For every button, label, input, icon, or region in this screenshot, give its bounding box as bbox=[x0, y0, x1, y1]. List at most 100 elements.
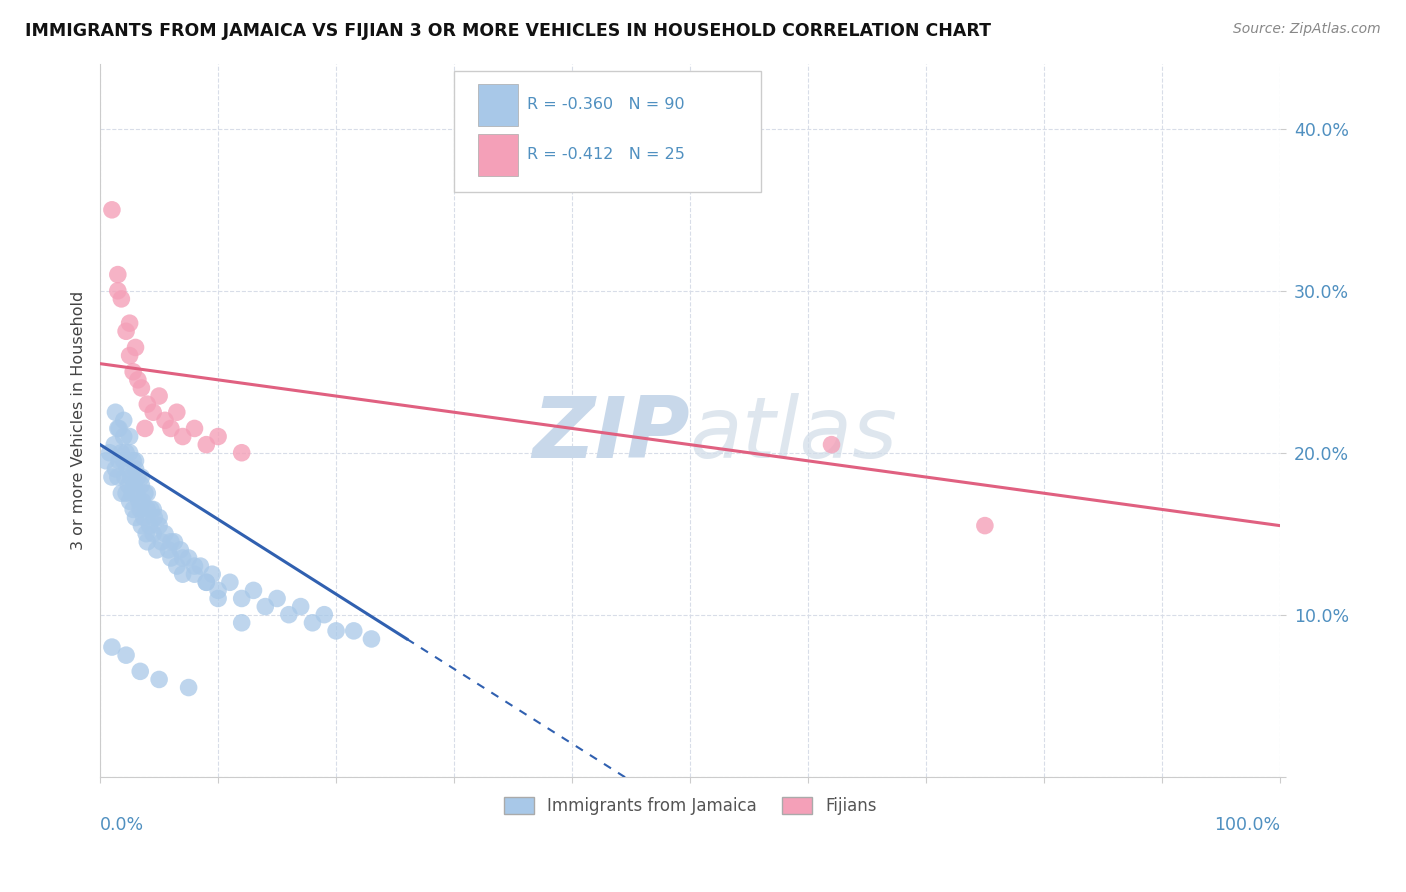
Point bbox=[207, 429, 229, 443]
Point bbox=[142, 405, 165, 419]
Point bbox=[117, 478, 139, 492]
Point bbox=[112, 413, 135, 427]
Text: 100.0%: 100.0% bbox=[1213, 816, 1279, 834]
Text: Source: ZipAtlas.com: Source: ZipAtlas.com bbox=[1233, 22, 1381, 37]
Point bbox=[142, 502, 165, 516]
Point bbox=[134, 421, 156, 435]
Point bbox=[183, 567, 205, 582]
Point bbox=[101, 470, 124, 484]
Point bbox=[177, 681, 200, 695]
Point bbox=[207, 583, 229, 598]
Point bbox=[128, 494, 150, 508]
Point bbox=[163, 534, 186, 549]
Point bbox=[108, 454, 131, 468]
Text: IMMIGRANTS FROM JAMAICA VS FIJIAN 3 OR MORE VEHICLES IN HOUSEHOLD CORRELATION CH: IMMIGRANTS FROM JAMAICA VS FIJIAN 3 OR M… bbox=[25, 22, 991, 40]
Point bbox=[183, 421, 205, 435]
Point bbox=[195, 575, 218, 590]
Point bbox=[104, 405, 127, 419]
Text: R = -0.360   N = 90: R = -0.360 N = 90 bbox=[527, 97, 685, 112]
Point bbox=[107, 470, 129, 484]
Point bbox=[114, 470, 136, 484]
Point bbox=[118, 494, 141, 508]
Point bbox=[125, 486, 148, 500]
Point bbox=[112, 454, 135, 468]
Point bbox=[195, 575, 218, 590]
Point bbox=[108, 421, 131, 435]
Point bbox=[136, 502, 159, 516]
Text: ZIP: ZIP bbox=[533, 393, 690, 476]
Point bbox=[190, 559, 212, 574]
Point bbox=[104, 462, 127, 476]
Point bbox=[360, 632, 382, 646]
Point bbox=[277, 607, 299, 622]
Point bbox=[290, 599, 312, 614]
Point bbox=[201, 567, 224, 582]
Point bbox=[153, 413, 176, 427]
Point bbox=[166, 405, 188, 419]
Point bbox=[122, 502, 145, 516]
Point bbox=[150, 534, 173, 549]
Point bbox=[127, 470, 149, 484]
FancyBboxPatch shape bbox=[454, 71, 761, 193]
Point bbox=[107, 268, 129, 282]
Point bbox=[122, 454, 145, 468]
Point bbox=[107, 421, 129, 435]
Point bbox=[98, 446, 121, 460]
Point bbox=[129, 502, 152, 516]
Point bbox=[107, 284, 129, 298]
Point bbox=[117, 462, 139, 476]
Point bbox=[131, 470, 153, 484]
Point bbox=[135, 526, 157, 541]
FancyBboxPatch shape bbox=[478, 84, 517, 126]
Point bbox=[148, 510, 170, 524]
Point bbox=[143, 510, 166, 524]
Point bbox=[231, 446, 253, 460]
Point bbox=[136, 397, 159, 411]
Point bbox=[160, 551, 183, 566]
Point bbox=[160, 421, 183, 435]
FancyBboxPatch shape bbox=[478, 134, 517, 176]
Point bbox=[110, 292, 132, 306]
Point bbox=[136, 486, 159, 500]
Point bbox=[169, 542, 191, 557]
Point bbox=[101, 202, 124, 217]
Point bbox=[153, 526, 176, 541]
Point bbox=[134, 486, 156, 500]
Point bbox=[242, 583, 264, 598]
Point bbox=[172, 567, 194, 582]
Point bbox=[266, 591, 288, 606]
Point bbox=[115, 648, 138, 662]
Point bbox=[110, 486, 132, 500]
Point bbox=[138, 518, 160, 533]
Point bbox=[124, 478, 146, 492]
Point bbox=[118, 349, 141, 363]
Point bbox=[118, 316, 141, 330]
Point bbox=[314, 607, 336, 622]
Point bbox=[148, 389, 170, 403]
Point bbox=[94, 454, 117, 468]
Point bbox=[142, 526, 165, 541]
Point bbox=[166, 559, 188, 574]
Point bbox=[124, 462, 146, 476]
Point bbox=[231, 591, 253, 606]
Text: 0.0%: 0.0% bbox=[100, 816, 145, 834]
Point bbox=[136, 534, 159, 549]
Point bbox=[301, 615, 323, 630]
Point bbox=[131, 494, 153, 508]
Text: atlas: atlas bbox=[690, 393, 898, 476]
Point bbox=[122, 365, 145, 379]
Y-axis label: 3 or more Vehicles in Household: 3 or more Vehicles in Household bbox=[72, 291, 86, 550]
Point bbox=[101, 640, 124, 654]
Point bbox=[183, 559, 205, 574]
Legend: Immigrants from Jamaica, Fijians: Immigrants from Jamaica, Fijians bbox=[496, 790, 883, 822]
Point bbox=[132, 510, 155, 524]
Point bbox=[124, 341, 146, 355]
Point bbox=[131, 518, 153, 533]
Point bbox=[172, 429, 194, 443]
Point bbox=[160, 534, 183, 549]
Point bbox=[139, 502, 162, 516]
Point bbox=[120, 470, 142, 484]
Point bbox=[148, 518, 170, 533]
Point bbox=[820, 437, 842, 451]
Point bbox=[973, 518, 995, 533]
